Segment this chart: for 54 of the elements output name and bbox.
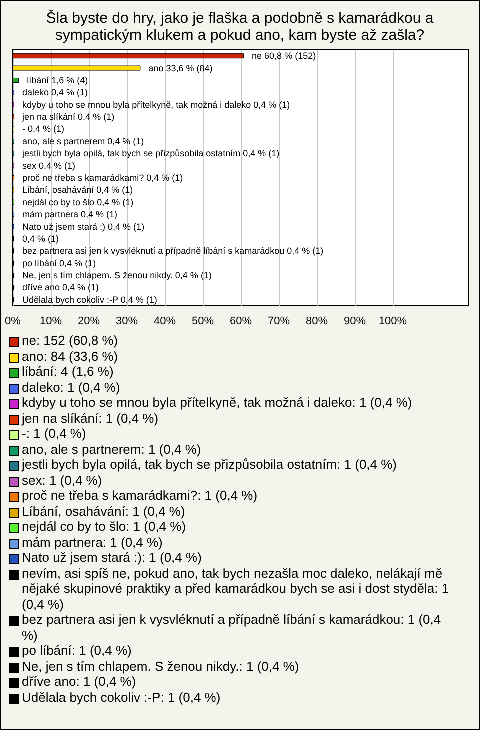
text: ne: 152 (60,8 %): [22, 333, 118, 348]
text: sex: 1 (0,4 %): [22, 472, 102, 488]
category-label: ano 33,6 % (84): [148, 63, 213, 74]
category-label: dříve ano 0,4 % (1): [22, 282, 100, 293]
category-label: Nato už jsem stará :) 0,4 % (1): [22, 222, 145, 232]
text: ano: 84 (33,6 %): [22, 348, 118, 364]
category-label: Ne, jen s tím chlapem. S ženou nikdy. 0,4 % (1): [22, 270, 212, 281]
category-label: proč ne třeba s kamarádkami? 0,4 % (1): [22, 173, 184, 183]
category-label: nejdál co by to šlo 0,4 % (1): [22, 197, 134, 208]
category-label: - 0,4 % (1): [22, 124, 65, 134]
text: dříve ano: 1 (0,4 %): [22, 674, 136, 690]
text: Udělala bych cokoliv :-P: 1 (0,4 %): [22, 690, 221, 705]
text: Nato už jsem stará :): 1 (0,4 %): [22, 550, 202, 566]
x-tick-label: 80%: [306, 316, 328, 328]
category-label: jen na slíkání 0,4 % (1): [22, 112, 115, 122]
text: Líbání, osahávání: 1 (0,4 %): [22, 504, 186, 519]
text: ano, ale s partnerem: 1 (0,4 %): [22, 442, 202, 457]
category-label: líbání 1,6 % (4): [27, 75, 88, 86]
text: po líbání: 1 (0,4 %): [22, 643, 132, 658]
x-tick-label: 100%: [378, 316, 408, 328]
category-label: po líbání 0,4 % (1): [22, 258, 96, 268]
x-tick-label: 0%: [5, 316, 22, 328]
category-label: daleko 0,4 % (1): [22, 88, 88, 98]
text: mám partnera: 1 (0,4 %): [22, 534, 163, 550]
text: proč ne třeba s kamarádkami?: 1 (0,4 %): [22, 488, 258, 504]
category-label: bez partnera asi jen k vysvléknutí a případně líbání s kamarádkou 0,4 % (1): [22, 246, 324, 256]
category-label: Líbání, osahávání 0,4 % (1): [22, 185, 134, 196]
chart-title: Šla byste do hry, jako je flaška a podobně s kamarádkou a sympatickým klukem a pokud ano, kam byste až zašla?: [45, 8, 435, 46]
category-label: ano, ale s partnerem 0,4 % (1): [22, 136, 144, 146]
text: líbání: 4 (1,6 %): [22, 364, 114, 380]
text: kdyby u toho se mnou byla přítelkyně, tak možná i daleko: 1 (0,4 %): [22, 395, 412, 410]
data-label: 0,4 % (1): [22, 234, 60, 244]
x-tick-label: 20%: [78, 316, 100, 328]
text: jestli bych byla opilá, tak bych se přizpůsobila ostatním: 1 (0,4 %): [22, 457, 398, 472]
category-label: Udělala bych cokoliv :-P 0,4 % (1): [22, 294, 158, 305]
category-label: jestli bych byla opilá, tak bych se přizpůsobila ostatním 0,4 % (1): [22, 148, 280, 159]
text: daleko: 1 (0,4 %): [22, 380, 120, 395]
category-label: ne 60,8 % (152): [252, 51, 316, 62]
category-label: mám partnera 0,4 % (1): [22, 210, 118, 220]
x-tick-label: 50%: [192, 316, 214, 328]
text: Ne, jen s tím chlapem. S ženou nikdy.: 1 (0,4 %): [22, 658, 300, 674]
category-label: sex 0,4 % (1): [22, 160, 76, 171]
x-tick-label: 10%: [40, 316, 62, 328]
category-label: kdyby u toho se mnou byla přítelkyně, tak možná i daleko 0,4 % (1): [22, 100, 290, 110]
text: -: 1 (0,4 %): [22, 426, 86, 442]
x-tick-label: 30%: [116, 316, 138, 328]
x-tick-label: 40%: [154, 316, 176, 328]
text: bez partnera asi jen k vysvléknutí a případně líbání s kamarádkou: 1 (0,4 %): [22, 612, 442, 643]
text: nejdál co by to šlo: 1 (0,4 %): [22, 519, 186, 534]
text: jen na slíkání: 1 (0,4 %): [22, 410, 159, 426]
text: nevím, asi spíš ne, pokud ano, tak bych nezašla moc daleko, nelákají mě nějaké skupinové praktiky a před kamarádkou bych se asi i dost styděla: 1 (0,4 %): [22, 566, 450, 612]
x-tick-label: 90%: [344, 316, 366, 328]
x-tick-label: 70%: [268, 316, 290, 328]
x-tick-label: 60%: [230, 316, 252, 328]
